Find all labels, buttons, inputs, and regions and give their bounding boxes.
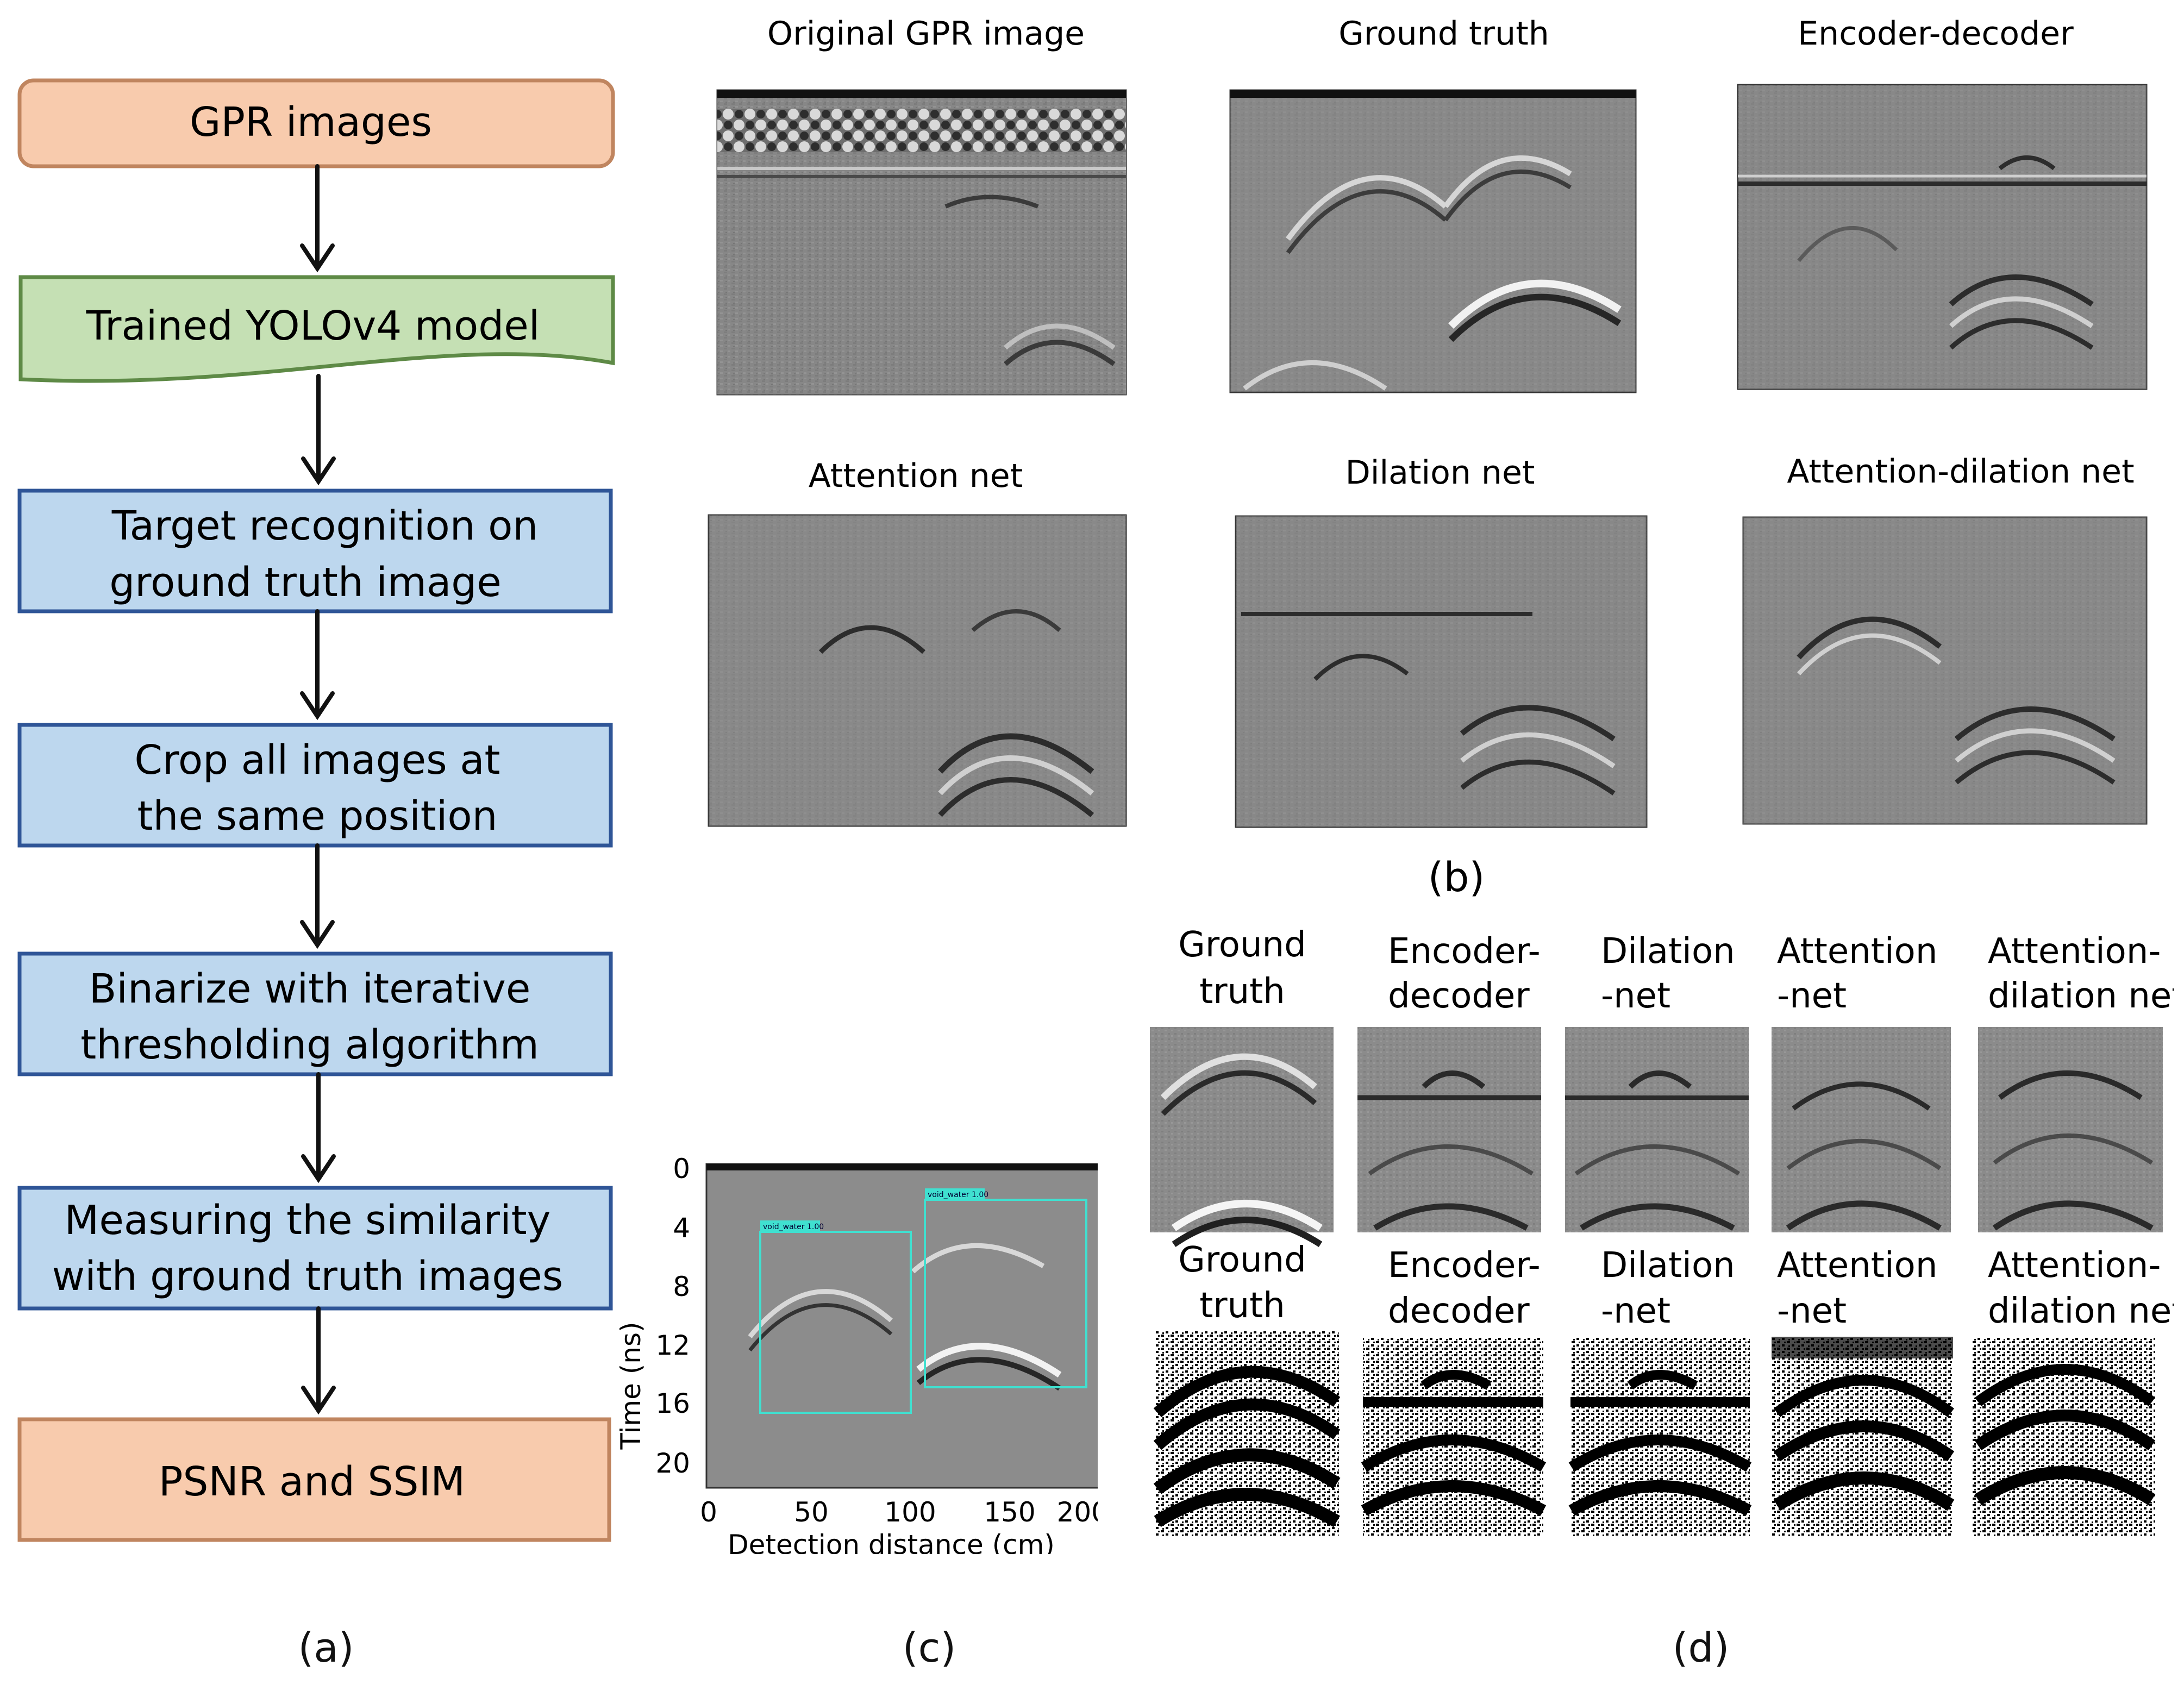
x-tick: 100 — [884, 1496, 936, 1528]
crop-gray-attention-dilation-net — [1978, 1027, 2163, 1232]
panel-d-title: Attention — [1777, 1245, 1937, 1286]
panel-b-title: Ground truth — [1338, 15, 1549, 53]
crop-gray-dilation-net — [1565, 1027, 1749, 1232]
flow-box-binarize — [17, 951, 613, 1076]
panel-d: Ground truth Encoder- decoder Dilation -… — [1150, 925, 2174, 1537]
x-tick: 50 — [794, 1496, 829, 1528]
x-tick: 0 — [700, 1496, 717, 1528]
panel-b-title: Original GPR image — [767, 15, 1085, 53]
panel-d-title: -net — [1777, 976, 1847, 1016]
detection-box — [924, 1199, 1087, 1388]
y-tick: 16 — [655, 1388, 690, 1419]
gpr-image-attention-dilation-net — [1742, 516, 2148, 825]
flow-box-label: thresholding algorithm — [80, 1022, 539, 1068]
panel-d-title: Dilation — [1601, 931, 1735, 972]
panel-d-title: -net — [1777, 1291, 1847, 1331]
caption-c: (c) — [902, 1625, 956, 1671]
flow-box-label: ground truth image — [109, 559, 502, 606]
gpr-image-encoder-decoder — [1737, 84, 2148, 390]
crop-gray-attention-net — [1772, 1027, 1951, 1232]
flow-box-label: Crop all images at — [134, 737, 500, 784]
y-tick: 4 — [673, 1212, 690, 1244]
detection-label: void_water 1.00 — [928, 1191, 988, 1199]
panel-b-title: Dilation net — [1346, 454, 1535, 492]
panel-b-title: Attention-dilation net — [1787, 453, 2134, 491]
panel-d-title: decoder — [1388, 976, 1530, 1016]
crop-binary-ground-truth — [1153, 1331, 1341, 1537]
flow-box-label: GPR images — [190, 99, 432, 146]
flow-box-label: Measuring the similarity — [65, 1197, 551, 1244]
flow-box-label: PSNR and SSIM — [159, 1458, 465, 1505]
crop-binary-encoder-decoder — [1361, 1337, 1547, 1537]
panel-d-title: decoder — [1388, 1291, 1530, 1331]
crop-binary-attention-dilation-net — [1973, 1337, 2156, 1537]
caption-b: (b) — [1428, 854, 1485, 901]
panel-b: Original GPR image Ground truth Encoder-… — [708, 15, 2148, 901]
caption-d: (d) — [1672, 1625, 1730, 1671]
flow-box-yolov4-model — [18, 275, 615, 383]
plot-area — [705, 1163, 1098, 1489]
panel-d-title: Ground — [1178, 1240, 1306, 1280]
gpr-image-original — [716, 89, 1127, 396]
crop-binary-attention-net — [1772, 1337, 1955, 1537]
panel-c: void_water 1.00 void_water 1.00 0 4 8 12… — [615, 1153, 1098, 1554]
flowchart: GPR images Trained YOLOv4 model Target r… — [17, 78, 615, 1542]
gpr-image-attention-net — [708, 514, 1127, 827]
panel-d-title: Encoder- — [1388, 931, 1541, 972]
panel-d-title: Dilation — [1601, 1245, 1735, 1286]
x-axis-label: Detection distance (cm) — [728, 1529, 1055, 1554]
panel-d-title: -net — [1601, 1291, 1670, 1331]
y-axis-label: Time (ns) — [615, 1322, 647, 1450]
flow-arrows — [300, 164, 336, 1415]
x-tick: 150 — [984, 1496, 1035, 1528]
flow-box-label: the same position — [137, 793, 497, 840]
panel-d-title: truth — [1199, 972, 1285, 1012]
flow-box-label: Trained YOLOv4 model — [86, 303, 540, 349]
flow-box-measure-similarity — [17, 1186, 613, 1311]
flow-box-psnr-ssim — [17, 1417, 611, 1542]
panel-b-title: Encoder-decoder — [1798, 15, 2074, 53]
panel-d-title: dilation net — [1988, 1291, 2174, 1331]
detection-label: void_water 1.00 — [763, 1223, 824, 1231]
caption-a: (a) — [298, 1625, 354, 1671]
flow-box-crop-images — [17, 723, 613, 848]
flow-box-label: with ground truth images — [52, 1253, 564, 1300]
gpr-image-ground-truth — [1229, 89, 1637, 393]
y-tick: 20 — [655, 1448, 690, 1479]
panel-d-title: -net — [1601, 976, 1670, 1016]
crop-gray-encoder-decoder — [1357, 1027, 1541, 1232]
detection-box — [759, 1231, 912, 1414]
panel-d-title: truth — [1199, 1286, 1285, 1326]
gpr-image-dilation-net — [1235, 515, 1648, 828]
panel-d-title: Attention — [1777, 931, 1937, 972]
crop-gray-ground-truth — [1150, 1027, 1334, 1248]
x-tick: 200 — [1057, 1496, 1098, 1528]
panel-d-title: Attention- — [1988, 931, 2161, 972]
flow-box-label: Target recognition on — [111, 503, 539, 549]
flow-box-target-recognition — [17, 488, 613, 613]
panel-d-title: dilation net — [1988, 976, 2174, 1016]
flow-box-label: Binarize with iterative — [89, 966, 531, 1012]
y-tick: 12 — [655, 1330, 690, 1361]
y-tick: 8 — [673, 1271, 690, 1302]
panel-d-title: Attention- — [1988, 1245, 2161, 1286]
panel-d-title: Encoder- — [1388, 1245, 1541, 1286]
y-tick: 0 — [673, 1153, 690, 1185]
panel-d-title: Ground — [1178, 925, 1306, 965]
crop-binary-dilation-net — [1568, 1337, 1752, 1537]
panel-b-title: Attention net — [809, 457, 1023, 495]
